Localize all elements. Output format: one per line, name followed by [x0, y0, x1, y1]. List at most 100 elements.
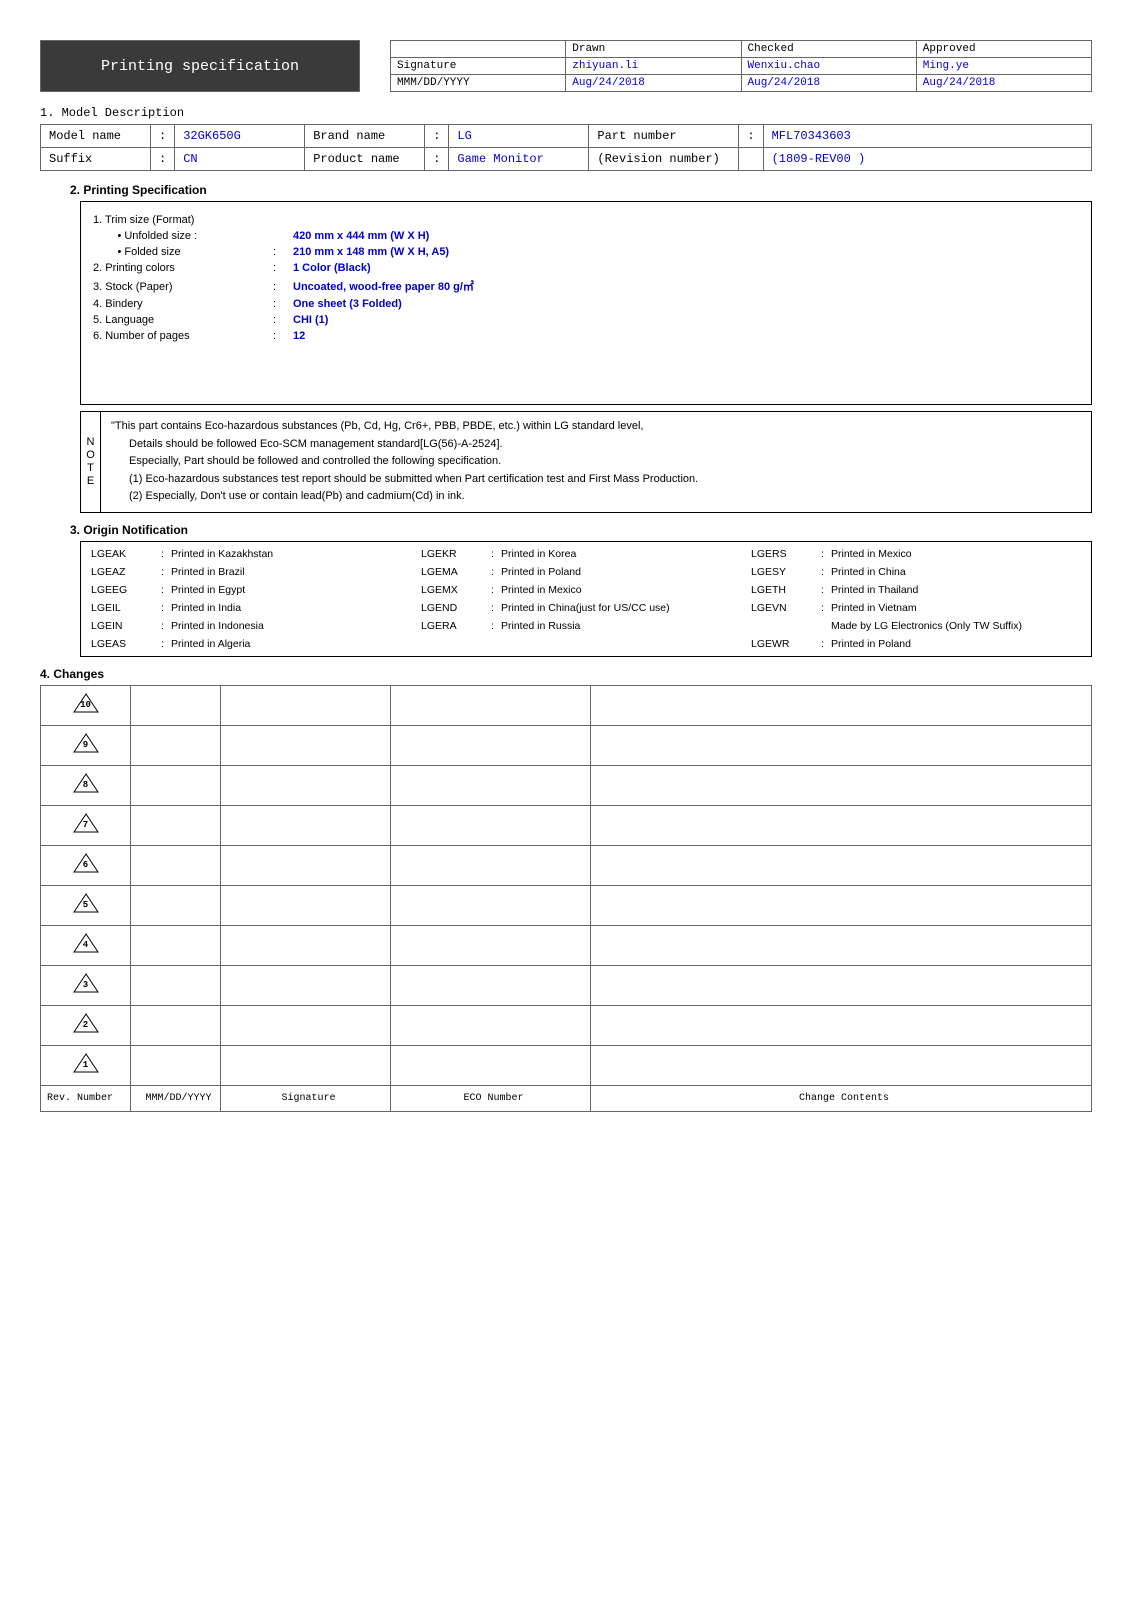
note-side-label: NOTE — [81, 412, 101, 512]
origin-code: LGEVN — [751, 602, 821, 614]
origin-code — [751, 620, 821, 632]
origin-desc: Printed in China — [831, 566, 1081, 578]
origin-code: LGEWR — [751, 638, 821, 650]
origin-sep: : — [161, 638, 171, 650]
changes-header-cell: MMM/DD/YYYY — [131, 1085, 221, 1111]
rev-number-cell: 8 — [41, 765, 131, 805]
origin-desc: Printed in Mexico — [501, 584, 751, 596]
changes-cell — [591, 885, 1092, 925]
origin-sep: : — [161, 548, 171, 560]
sig-approved-name: Ming.ye — [916, 58, 1091, 75]
rev-triangle-icon: 6 — [71, 852, 101, 874]
origin-code: LGERA — [421, 620, 491, 632]
spec-row: 1. Trim size (Format) — [93, 214, 1079, 226]
changes-cell — [131, 885, 221, 925]
origin-desc: Printed in Korea — [501, 548, 751, 560]
changes-cell — [391, 845, 591, 885]
origin-code: LGEAK — [91, 548, 161, 560]
md-cell: Model name — [41, 125, 151, 148]
sig-row-label: Signature — [391, 58, 566, 75]
md-cell: Part number — [589, 125, 739, 148]
rev-number-cell: 7 — [41, 805, 131, 845]
note-line: (1) Eco-hazardous substances test report… — [111, 471, 1081, 489]
note-line: Details should be followed Eco-SCM manag… — [111, 436, 1081, 454]
spec-label: • Folded size — [93, 246, 273, 258]
changes-row: 6 — [41, 845, 1092, 885]
changes-row: 7 — [41, 805, 1092, 845]
rev-triangle-icon: 10 — [71, 692, 101, 714]
changes-cell — [591, 685, 1092, 725]
changes-cell — [221, 765, 391, 805]
changes-cell — [221, 845, 391, 885]
md-cell: Product name — [305, 148, 425, 171]
changes-cell — [391, 925, 591, 965]
md-cell: : — [151, 148, 175, 171]
rev-triangle-icon: 8 — [71, 772, 101, 794]
changes-row: 2 — [41, 1005, 1092, 1045]
doc-title: Printing specification — [40, 40, 360, 92]
origin-box: LGEAK:Printed in KazakhstanLGEKR:Printed… — [80, 541, 1092, 657]
spec-label: 1. Trim size (Format) — [93, 214, 273, 226]
changes-cell — [221, 725, 391, 765]
changes-row: 10 — [41, 685, 1092, 725]
origin-desc — [501, 638, 751, 650]
changes-cell — [131, 725, 221, 765]
origin-desc: Printed in India — [171, 602, 421, 614]
origin-sep: : — [821, 602, 831, 614]
sig-checked-name: Wenxiu.chao — [741, 58, 916, 75]
md-cell: Game Monitor — [449, 148, 589, 171]
changes-cell — [391, 685, 591, 725]
sig-row-label: MMM/DD/YYYY — [391, 75, 566, 92]
origin-sep: : — [161, 602, 171, 614]
origin-desc: Printed in Poland — [831, 638, 1081, 650]
changes-row: 3 — [41, 965, 1092, 1005]
origin-code: LGESY — [751, 566, 821, 578]
changes-cell — [391, 725, 591, 765]
spec-value: 12 — [293, 330, 305, 342]
origin-sep: : — [491, 620, 501, 632]
changes-cell — [221, 885, 391, 925]
changes-cell — [131, 1045, 221, 1085]
md-cell: (Revision number) — [589, 148, 739, 171]
changes-row: 1 — [41, 1045, 1092, 1085]
rev-triangle-icon: 9 — [71, 732, 101, 754]
changes-cell — [391, 1045, 591, 1085]
changes-cell — [591, 845, 1092, 885]
spec-label: 4. Bindery — [93, 298, 273, 310]
origin-desc: Printed in Mexico — [831, 548, 1081, 560]
note-line: (2) Especially, Don't use or contain lea… — [111, 488, 1081, 506]
origin-code — [421, 638, 491, 650]
changes-cell — [221, 965, 391, 1005]
origin-code: LGEMX — [421, 584, 491, 596]
md-cell: : — [151, 125, 175, 148]
changes-cell — [591, 965, 1092, 1005]
sig-blank — [391, 41, 566, 58]
changes-cell — [131, 805, 221, 845]
origin-heading: 3. Origin Notification — [40, 523, 1092, 537]
md-cell: LG — [449, 125, 589, 148]
rev-number-cell: 2 — [41, 1005, 131, 1045]
md-cell: : — [425, 125, 449, 148]
spec-row: 6. Number of pages:12 — [93, 330, 1079, 342]
rev-triangle-icon: 1 — [71, 1052, 101, 1074]
spec-sep: : — [273, 298, 293, 310]
sig-col-checked: Checked — [741, 41, 916, 58]
model-desc-table: Model name : 32GK650G Brand name : LG Pa… — [40, 124, 1092, 171]
origin-code: LGEAS — [91, 638, 161, 650]
origin-sep: : — [491, 548, 501, 560]
spec-value: One sheet (3 Folded) — [293, 298, 402, 310]
rev-triangle-icon: 4 — [71, 932, 101, 954]
changes-cell — [131, 685, 221, 725]
origin-code: LGEMA — [421, 566, 491, 578]
changes-row: 9 — [41, 725, 1092, 765]
rev-number-cell: 5 — [41, 885, 131, 925]
changes-table: 10987654321Rev. NumberMMM/DD/YYYYSignatu… — [40, 685, 1092, 1112]
changes-header-cell: Change Contents — [591, 1085, 1092, 1111]
spec-row: 4. Bindery:One sheet (3 Folded) — [93, 298, 1079, 310]
spec-label: 3. Stock (Paper) — [93, 281, 273, 293]
spec-row: • Folded size:210 mm x 148 mm (W X H, A5… — [93, 246, 1079, 258]
changes-cell — [591, 725, 1092, 765]
spec-label: 5. Language — [93, 314, 273, 326]
changes-heading: 4. Changes — [40, 667, 1092, 681]
rev-triangle-icon: 2 — [71, 1012, 101, 1034]
